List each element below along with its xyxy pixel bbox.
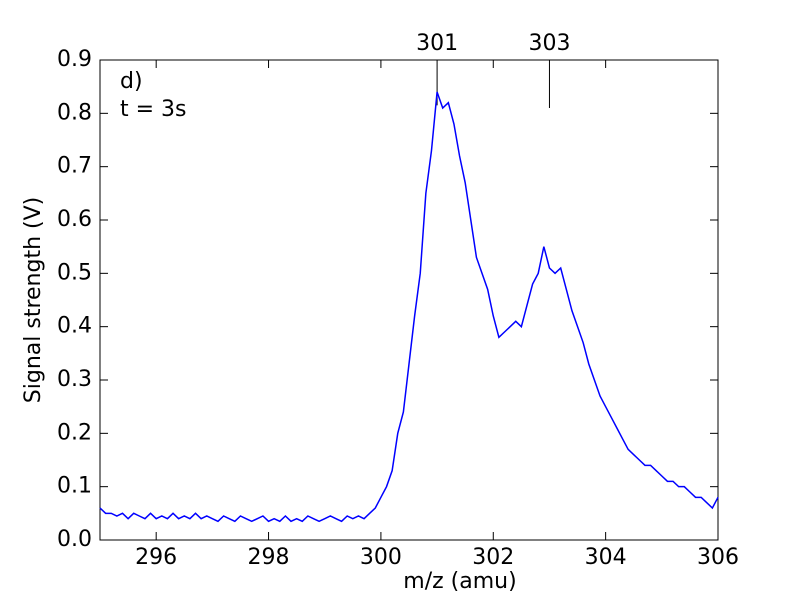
x-tick-label: 300: [360, 545, 402, 570]
panel-label: d): [120, 69, 143, 94]
x-axis-label: m/z (amu): [403, 569, 516, 594]
x-tick-label: 302: [472, 545, 514, 570]
y-tick-label: 0.8: [57, 100, 92, 125]
y-tick-label: 0.2: [57, 420, 92, 445]
y-tick-label: 0.9: [57, 47, 92, 72]
y-tick-label: 0.7: [57, 154, 92, 179]
y-tick-label: 0.1: [57, 474, 92, 499]
signal-line: [99, 91, 719, 523]
y-tick-label: 0.3: [57, 367, 92, 392]
y-tick-label: 0.4: [57, 314, 92, 339]
x-tick-label: 304: [585, 545, 627, 570]
y-axis-label: Signal strength (V): [21, 197, 46, 403]
time-label: t = 3s: [120, 97, 187, 122]
y-tick-label: 0.0: [57, 527, 92, 552]
x-tick-label: 298: [248, 545, 290, 570]
peak-label: 303: [528, 31, 570, 56]
y-tick-label: 0.5: [57, 260, 92, 285]
x-tick-label: 306: [697, 545, 739, 570]
x-tick-label: 296: [135, 545, 177, 570]
peak-label: 301: [416, 31, 458, 56]
plot-frame: [99, 59, 719, 541]
y-tick-label: 0.6: [57, 207, 92, 232]
